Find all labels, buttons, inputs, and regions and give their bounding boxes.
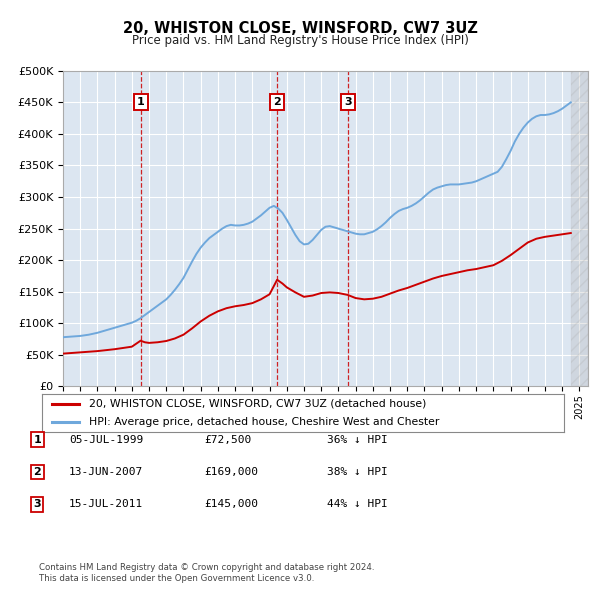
Text: 1: 1: [137, 97, 145, 107]
Text: Price paid vs. HM Land Registry's House Price Index (HPI): Price paid vs. HM Land Registry's House …: [131, 34, 469, 47]
Text: 44% ↓ HPI: 44% ↓ HPI: [327, 500, 388, 509]
Text: 05-JUL-1999: 05-JUL-1999: [69, 435, 143, 444]
Text: £169,000: £169,000: [204, 467, 258, 477]
Text: 13-JUN-2007: 13-JUN-2007: [69, 467, 143, 477]
Text: 2: 2: [273, 97, 281, 107]
Text: £145,000: £145,000: [204, 500, 258, 509]
Text: Contains HM Land Registry data © Crown copyright and database right 2024.: Contains HM Land Registry data © Crown c…: [39, 563, 374, 572]
Text: 3: 3: [34, 500, 41, 509]
Text: 15-JUL-2011: 15-JUL-2011: [69, 500, 143, 509]
Text: 20, WHISTON CLOSE, WINSFORD, CW7 3UZ (detached house): 20, WHISTON CLOSE, WINSFORD, CW7 3UZ (de…: [89, 399, 427, 409]
Text: 3: 3: [344, 97, 352, 107]
Bar: [571, 71, 588, 386]
Text: 38% ↓ HPI: 38% ↓ HPI: [327, 467, 388, 477]
Text: £72,500: £72,500: [204, 435, 251, 444]
Text: 36% ↓ HPI: 36% ↓ HPI: [327, 435, 388, 444]
Text: This data is licensed under the Open Government Licence v3.0.: This data is licensed under the Open Gov…: [39, 574, 314, 583]
Text: HPI: Average price, detached house, Cheshire West and Chester: HPI: Average price, detached house, Ches…: [89, 417, 439, 427]
Text: 1: 1: [34, 435, 41, 444]
Text: 20, WHISTON CLOSE, WINSFORD, CW7 3UZ: 20, WHISTON CLOSE, WINSFORD, CW7 3UZ: [122, 21, 478, 35]
Text: 2: 2: [34, 467, 41, 477]
